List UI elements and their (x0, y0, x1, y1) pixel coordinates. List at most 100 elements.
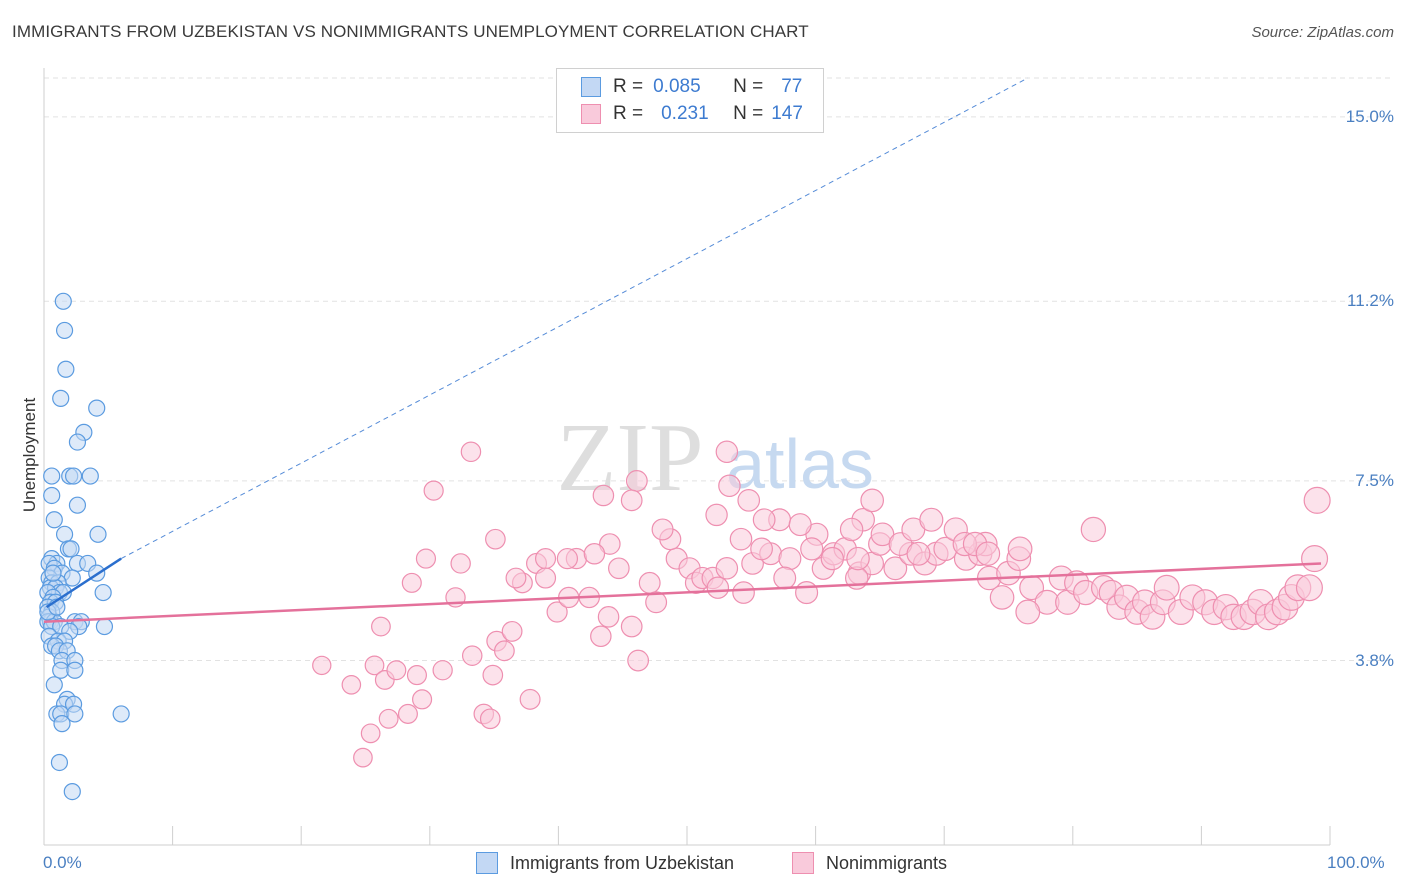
nonimmigrants-point (556, 547, 579, 570)
nonimmigrants-point (597, 606, 620, 628)
legend-n-label: N = (733, 103, 764, 124)
nonimmigrants-point (519, 688, 541, 710)
nonimmigrants-point (839, 517, 864, 542)
x-tick-label-max: 100.0% (1327, 853, 1385, 872)
nonimmigrants-point (778, 547, 802, 571)
nonimmigrants-point (401, 572, 422, 593)
nonimmigrants-point (651, 518, 674, 541)
y-tick-label: 11.2% (1347, 291, 1394, 311)
legend-n-label: N = (733, 76, 764, 97)
nonimmigrants-point (460, 441, 482, 463)
nonimmigrants-point (645, 591, 668, 614)
nonimmigrants-point (705, 503, 728, 527)
nonimmigrants-point (715, 557, 739, 580)
nonimmigrants-point (718, 474, 741, 498)
nonimmigrants-point (360, 723, 381, 744)
nonimmigrants-point (732, 581, 755, 604)
nonimmigrants-point (364, 655, 385, 676)
nonimmigrants-point (592, 484, 615, 507)
nonimmigrants-point (883, 556, 908, 581)
bottom-legend-label: Immigrants from Uzbekistan (510, 852, 735, 873)
uzbekistan-point (64, 467, 83, 485)
uzbekistan-point (44, 564, 62, 582)
legend-r-value: 0.085 (653, 76, 701, 97)
nonimmigrants-point (397, 703, 418, 724)
legend-r-value: 0.231 (661, 103, 709, 124)
uzbekistan-point (52, 389, 70, 407)
legend-r-label: R = (613, 76, 644, 97)
uzbekistan-point (68, 433, 87, 451)
nonimmigrants-point (312, 655, 332, 676)
uzbekistan-point (88, 399, 106, 417)
uzbekistan-point (57, 360, 75, 378)
series-nonimmigrants (312, 440, 1331, 768)
uzbekistan-point (43, 467, 61, 485)
legend-n-value: 77 (781, 76, 803, 97)
legend-n-value: 147 (771, 103, 803, 124)
legend-row-blue: R = 0.085 N = 77 (581, 76, 802, 98)
legend-swatch-pink (581, 104, 601, 124)
uzbekistan-point (66, 661, 84, 679)
nonimmigrants-point (919, 507, 944, 532)
bottom-legend-item-nonimmigrants: Nonimmigrants (792, 852, 947, 874)
nonimmigrants-point (975, 541, 1001, 567)
nonimmigrants-point (371, 616, 391, 637)
nonimmigrants-point (820, 546, 844, 571)
nonimmigrants-point (482, 664, 504, 686)
nonimmigrants-point (627, 649, 650, 672)
nonimmigrants-point (583, 542, 606, 565)
uzbekistan-point (68, 496, 87, 514)
nonimmigrants-point (608, 557, 630, 580)
nonimmigrants-point (546, 601, 568, 623)
uzbekistan-point (55, 321, 74, 340)
nonimmigrants-point (1295, 574, 1323, 602)
nonimmigrants-point (715, 440, 739, 464)
uzbekistan-point (95, 617, 114, 636)
legend-r-label: R = (613, 103, 644, 124)
nonimmigrants-point (1080, 516, 1107, 543)
nonimmigrants-point (1015, 599, 1041, 625)
uzbekistan-point (45, 511, 63, 529)
nonimmigrants-point (386, 660, 407, 681)
nonimmigrants-point (620, 489, 643, 512)
nonimmigrants-point (795, 581, 819, 605)
nonimmigrants-point (846, 546, 870, 571)
y-tick-label: 3.8% (1355, 650, 1394, 670)
series-immigrants-from-uzbekistan (39, 292, 130, 801)
legend-swatch-blue (581, 77, 601, 97)
nonimmigrants-point (406, 665, 427, 686)
nonimmigrants-point (860, 488, 885, 513)
x-tick-label-min: 0.0% (43, 853, 82, 872)
uzbekistan-point (112, 705, 130, 723)
nonimmigrants-point (729, 527, 753, 551)
nonimmigrants-point (1301, 545, 1329, 573)
uzbekistan-point (89, 525, 107, 543)
nonimmigrants-point (501, 620, 523, 642)
nonimmigrants-point (415, 548, 437, 569)
nonimmigrants-point (412, 689, 433, 710)
bottom-legend-label: Nonimmigrants (826, 852, 948, 873)
nonimmigrants-point (461, 645, 483, 666)
uzbekistan-point (94, 583, 112, 602)
nonimmigrants-point (800, 537, 824, 561)
nonimmigrants-point (1153, 574, 1180, 601)
bottom-legend-swatch-blue (476, 852, 498, 874)
y-tick-label: 7.5% (1355, 470, 1394, 490)
nonimmigrants-point (989, 585, 1015, 610)
nonimmigrants-point (788, 513, 812, 537)
nonimmigrants-point (485, 528, 506, 550)
nonimmigrants-point (423, 480, 444, 501)
nonimmigrants-point (737, 488, 761, 512)
nonimmigrants-point (599, 533, 621, 555)
uzbekistan-point (66, 705, 84, 723)
uzbekistan-point (55, 525, 74, 543)
nonimmigrants-point (620, 615, 643, 638)
uzbekistan-point (62, 540, 80, 558)
nonimmigrants-point (750, 537, 773, 561)
nonimmigrants-point (706, 576, 730, 599)
nonimmigrants-point (590, 625, 612, 648)
bottom-legend-swatch-pink (792, 852, 814, 874)
trend-lines (43, 77, 1322, 623)
nonimmigrants-point (378, 708, 399, 729)
nonimmigrants-point (493, 640, 515, 662)
